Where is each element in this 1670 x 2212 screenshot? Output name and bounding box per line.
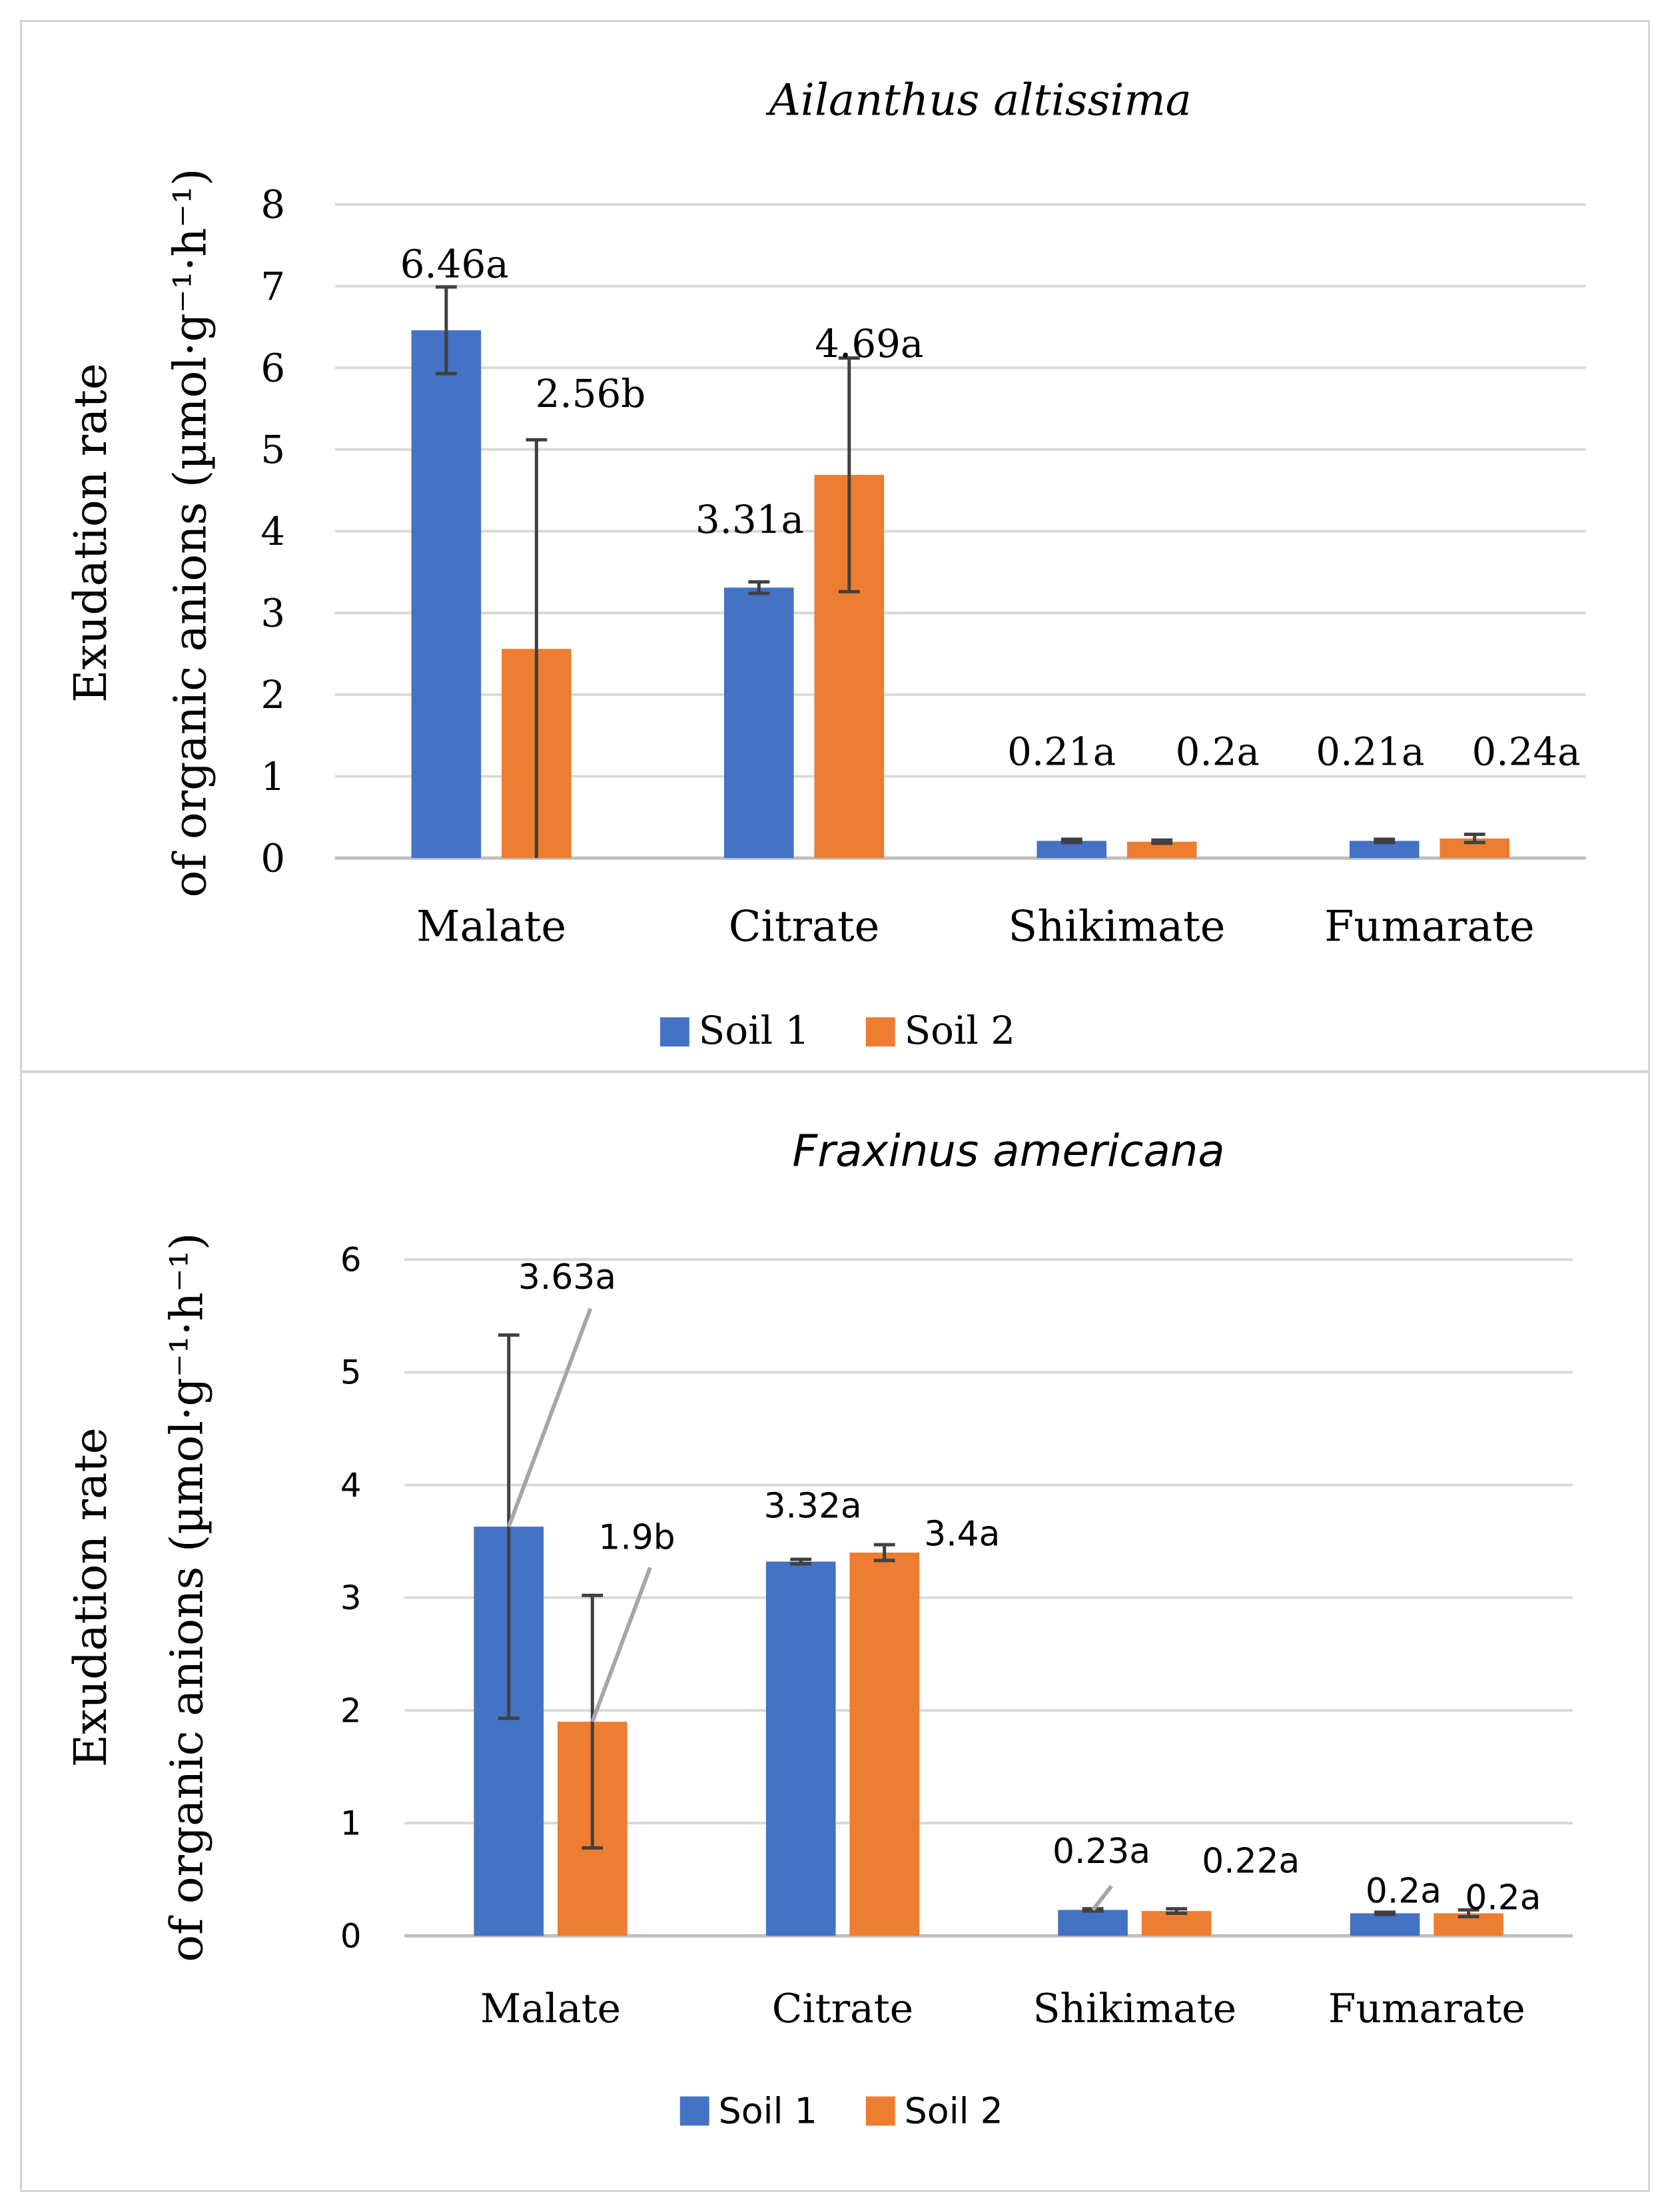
bar-soil-1-malate <box>411 330 482 859</box>
y-axis-title-line-1: Exudation rate <box>64 363 117 703</box>
chart-ailanthus-svg: Ailanthus altissima Exudation rate of orga… <box>64 74 1586 1053</box>
y-tick-label: 5 <box>260 427 285 472</box>
data-label-leader-line <box>590 1567 652 1722</box>
data-label: 0.2a <box>1465 1878 1541 1918</box>
y-tick-label: 4 <box>340 1466 362 1505</box>
data-label: 0.24a <box>1472 729 1581 775</box>
bar-soil-2-shikimate <box>1141 1911 1212 1936</box>
y-axis-title-line-2: of organic anions (µmol·g⁻¹·h⁻¹) <box>164 169 216 898</box>
data-label: 3.4a <box>924 1514 1000 1554</box>
bar-soil-2-citrate <box>849 1552 920 1936</box>
data-label: 6.46a <box>400 242 509 287</box>
data-label: 0.2a <box>1176 729 1260 775</box>
legend-swatch-soil-2 <box>865 1017 895 1047</box>
data-label: 3.31a <box>695 497 804 542</box>
y-tick-label: 2 <box>260 672 285 717</box>
y-tick-label: 0 <box>340 1917 362 1956</box>
data-label: 3.32a <box>764 1487 862 1527</box>
data-label: 0.21a <box>1007 729 1116 775</box>
chart-title: Fraxinus americana <box>792 1126 1224 1177</box>
y-tick-label: 6 <box>260 345 285 390</box>
x-tick-label: Shikimate <box>1033 1986 1237 2032</box>
data-label: 0.21a <box>1316 729 1424 775</box>
x-tick-label: Citrate <box>772 1986 913 2032</box>
data-label: 4.69a <box>815 321 923 366</box>
x-tick-label: Malate <box>480 1986 621 2032</box>
x-tick-label: Fumarate <box>1328 1986 1525 2032</box>
y-tick-label: 0 <box>260 835 285 881</box>
chart-fraxinus-svg: Fraxinus americana Exudation rate of organ… <box>64 1126 1573 2131</box>
y-tick-label: 4 <box>260 509 285 554</box>
x-tick-label: Malate <box>416 903 566 952</box>
legend-label: Soil 1 <box>699 1008 809 1053</box>
data-label: 0.2a <box>1366 1872 1442 1912</box>
data-label: 0.23a <box>1052 1832 1150 1872</box>
bar-soil-1-citrate <box>724 587 794 859</box>
legend-swatch-soil-1 <box>660 1017 689 1047</box>
y-axis-title-line-1: Exudation rate <box>64 1427 117 1767</box>
y-axis-title-line-2: of organic anions (µmol·g⁻¹·h⁻¹) <box>160 1233 212 1962</box>
y-tick-label: 5 <box>340 1353 362 1392</box>
legend-swatch-soil-1 <box>679 2096 709 2126</box>
data-label: 2.56b <box>536 371 646 416</box>
y-tick-label: 7 <box>260 264 285 309</box>
x-tick-label: Shikimate <box>1009 903 1226 952</box>
legend-swatch-soil-2 <box>865 2096 895 2126</box>
y-tick-label: 8 <box>260 182 285 227</box>
data-label-leader-line <box>506 1307 593 1528</box>
data-label: 1.9b <box>598 1517 675 1557</box>
legend-label: Soil 2 <box>905 2089 1003 2131</box>
y-tick-label: 3 <box>260 590 285 635</box>
bar-soil-1-fumarate <box>1350 1913 1420 1936</box>
legend-label: Soil 1 <box>719 2089 817 2131</box>
x-tick-label: Fumarate <box>1324 903 1535 952</box>
bar-soil-1-citrate <box>765 1561 836 1936</box>
y-tick-label: 3 <box>340 1579 362 1617</box>
legend-label: Soil 2 <box>905 1008 1015 1053</box>
chart-title: Ailanthus altissima <box>765 74 1191 125</box>
chart-panel-ailanthus: Ailanthus altissima Exudation rate of orga… <box>20 20 1650 1072</box>
y-tick-label: 1 <box>260 754 285 799</box>
bar-soil-1-shikimate <box>1058 1910 1128 1936</box>
y-tick-label: 6 <box>340 1240 362 1279</box>
x-tick-label: Citrate <box>729 903 880 952</box>
data-label-leader-line <box>1091 1884 1113 1912</box>
y-tick-label: 2 <box>340 1691 362 1730</box>
chart-panel-fraxinus: Fraxinus americana Exudation rate of organ… <box>20 1071 1650 2192</box>
data-label: 0.22a <box>1202 1842 1300 1882</box>
y-tick-label: 1 <box>340 1804 362 1843</box>
data-label: 3.63a <box>518 1258 616 1297</box>
